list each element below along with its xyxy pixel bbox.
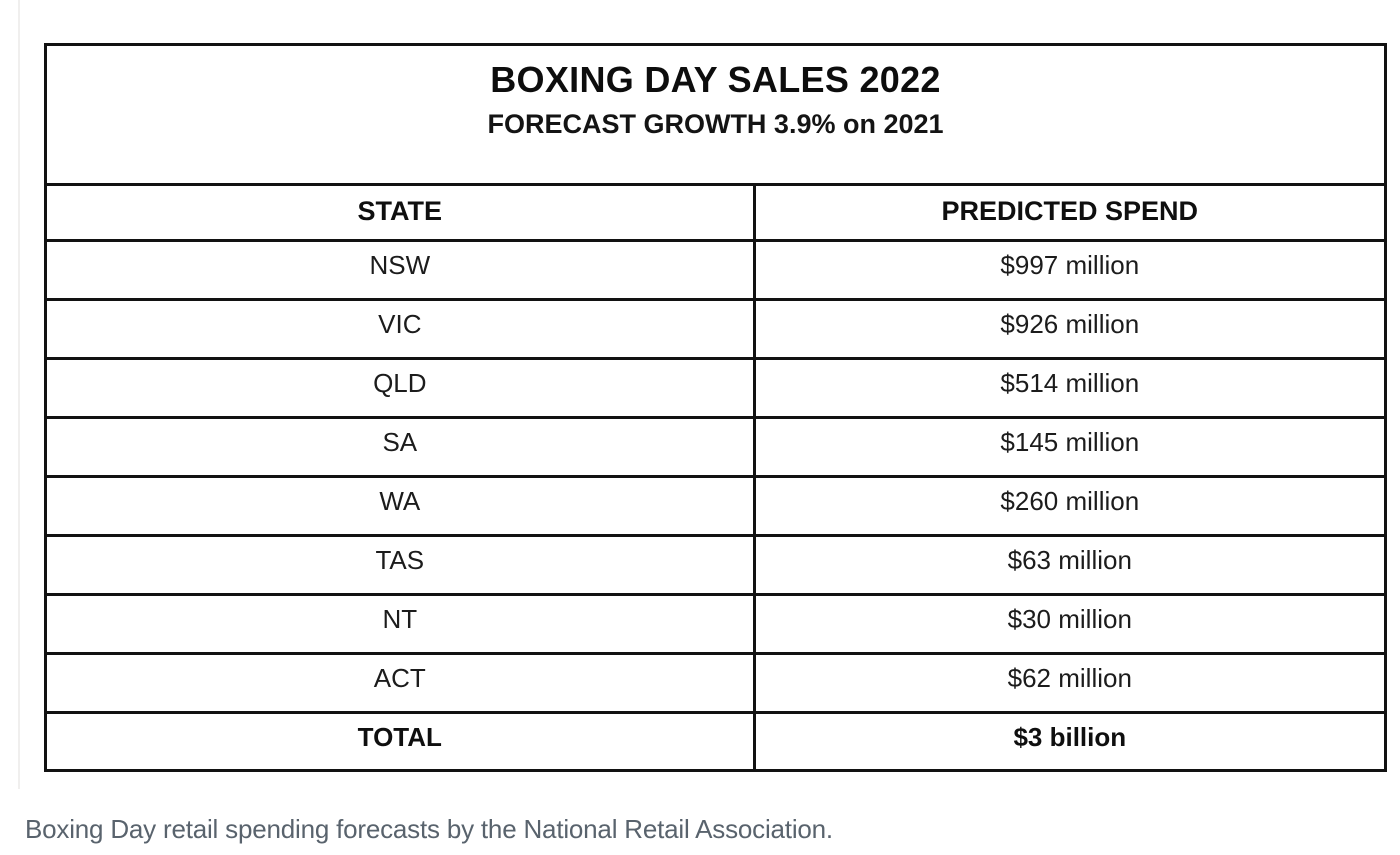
state-cell: TAS: [47, 537, 756, 593]
table-row: WA $260 million: [47, 475, 1384, 534]
state-cell: WA: [47, 478, 756, 534]
table-row: TAS $63 million: [47, 534, 1384, 593]
total-value-cell: $3 billion: [1013, 722, 1127, 752]
spend-cell: $997 million: [1000, 250, 1140, 280]
table-row: SA $145 million: [47, 416, 1384, 475]
spend-cell: $63 million: [1007, 545, 1132, 575]
state-cell: NT: [47, 596, 756, 652]
table-row: ACT $62 million: [47, 652, 1384, 711]
table-title: BOXING DAY SALES 2022: [490, 59, 941, 100]
spend-cell: $62 million: [1007, 663, 1132, 693]
table-row-total: TOTAL $3 billion: [47, 711, 1384, 769]
state-cell: NSW: [47, 242, 756, 298]
spend-cell: $514 million: [1000, 368, 1140, 398]
image-caption: Boxing Day retail spending forecasts by …: [25, 814, 833, 844]
table-body: NSW $997 million VIC $926 million QLD $5…: [47, 239, 1384, 711]
state-cell: ACT: [47, 655, 756, 711]
table-subtitle: FORECAST GROWTH 3.9% on 2021: [487, 109, 944, 139]
spend-cell: $145 million: [1000, 427, 1140, 457]
state-cell: QLD: [47, 360, 756, 416]
table-row: VIC $926 million: [47, 298, 1384, 357]
spend-cell: $30 million: [1007, 604, 1132, 634]
spend-cell: $260 million: [1000, 486, 1140, 516]
state-cell: SA: [47, 419, 756, 475]
table-row: NSW $997 million: [47, 239, 1384, 298]
table-row: QLD $514 million: [47, 357, 1384, 416]
table-row: NT $30 million: [47, 593, 1384, 652]
table-header-row: STATE PREDICTED SPEND: [47, 183, 1384, 239]
spend-cell: $926 million: [1000, 309, 1140, 339]
column-header-state: STATE: [47, 186, 756, 239]
boxing-day-sales-table: BOXING DAY SALES 2022 FORECAST GROWTH 3.…: [44, 43, 1387, 772]
state-cell: VIC: [47, 301, 756, 357]
image-left-edge-artifact: [18, 0, 20, 789]
column-header-predicted-spend: PREDICTED SPEND: [941, 196, 1199, 226]
total-label-cell: TOTAL: [47, 714, 756, 769]
table-title-block: BOXING DAY SALES 2022 FORECAST GROWTH 3.…: [47, 46, 1384, 183]
